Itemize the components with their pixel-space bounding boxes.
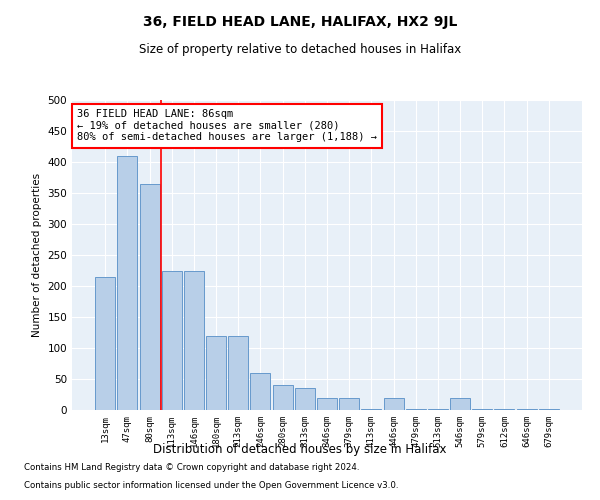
- Bar: [472, 409, 492, 410]
- Text: Distribution of detached houses by size in Halifax: Distribution of detached houses by size …: [153, 442, 447, 456]
- Bar: [228, 336, 248, 410]
- Bar: [118, 156, 137, 410]
- Bar: [361, 409, 382, 410]
- Text: 36, FIELD HEAD LANE, HALIFAX, HX2 9JL: 36, FIELD HEAD LANE, HALIFAX, HX2 9JL: [143, 15, 457, 29]
- Bar: [317, 398, 337, 410]
- Text: Size of property relative to detached houses in Halifax: Size of property relative to detached ho…: [139, 42, 461, 56]
- Bar: [272, 385, 293, 410]
- Bar: [517, 409, 536, 410]
- Bar: [206, 336, 226, 410]
- Y-axis label: Number of detached properties: Number of detached properties: [32, 173, 42, 337]
- Bar: [450, 398, 470, 410]
- Bar: [140, 184, 160, 410]
- Bar: [95, 276, 115, 410]
- Text: 36 FIELD HEAD LANE: 86sqm
← 19% of detached houses are smaller (280)
80% of semi: 36 FIELD HEAD LANE: 86sqm ← 19% of detac…: [77, 110, 377, 142]
- Bar: [295, 388, 315, 410]
- Bar: [383, 398, 404, 410]
- Bar: [539, 409, 559, 410]
- Bar: [184, 270, 204, 410]
- Bar: [339, 398, 359, 410]
- Bar: [406, 409, 426, 410]
- Bar: [162, 270, 182, 410]
- Bar: [494, 409, 514, 410]
- Text: Contains HM Land Registry data © Crown copyright and database right 2024.: Contains HM Land Registry data © Crown c…: [24, 464, 359, 472]
- Bar: [428, 409, 448, 410]
- Text: Contains public sector information licensed under the Open Government Licence v3: Contains public sector information licen…: [24, 481, 398, 490]
- Bar: [250, 373, 271, 410]
